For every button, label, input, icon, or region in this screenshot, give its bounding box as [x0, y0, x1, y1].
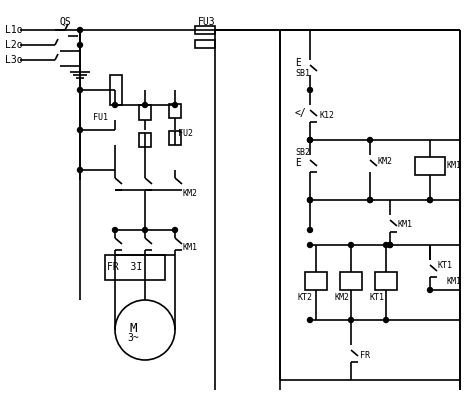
Text: KT1: KT1 — [437, 260, 452, 270]
Text: SB1: SB1 — [294, 68, 309, 78]
Text: KM2: KM2 — [334, 294, 349, 302]
Circle shape — [172, 102, 177, 108]
Circle shape — [142, 228, 147, 232]
Bar — [304, 272, 327, 290]
Circle shape — [307, 138, 312, 142]
Text: 3~: 3~ — [127, 333, 139, 343]
Text: M: M — [129, 322, 137, 334]
Circle shape — [112, 102, 117, 108]
Circle shape — [426, 288, 432, 292]
Circle shape — [307, 198, 312, 202]
Bar — [195, 26, 215, 34]
Text: L2o: L2o — [5, 40, 22, 50]
Circle shape — [426, 198, 432, 202]
Bar — [339, 272, 361, 290]
Circle shape — [387, 242, 392, 248]
Text: FU2: FU2 — [178, 130, 193, 138]
Text: SB2: SB2 — [294, 148, 309, 158]
Bar — [169, 104, 180, 118]
Text: FU3: FU3 — [198, 17, 215, 27]
Bar — [139, 133, 151, 147]
Circle shape — [112, 228, 117, 232]
Text: QS: QS — [60, 17, 71, 27]
Text: </: </ — [294, 108, 306, 118]
Text: KT1: KT1 — [369, 294, 384, 302]
Bar — [110, 75, 122, 105]
Text: KT2: KT2 — [298, 294, 312, 302]
Circle shape — [172, 228, 177, 232]
Text: KM2: KM2 — [377, 158, 392, 166]
Text: FR  3I: FR 3I — [107, 262, 142, 272]
Text: E: E — [294, 158, 300, 168]
Text: FR: FR — [359, 352, 369, 360]
Bar — [374, 272, 396, 290]
Circle shape — [142, 102, 147, 108]
Text: KM1: KM1 — [183, 244, 198, 252]
Circle shape — [383, 318, 387, 322]
Bar — [139, 105, 151, 120]
Circle shape — [307, 242, 312, 248]
Circle shape — [307, 318, 312, 322]
Text: KM1: KM1 — [446, 162, 461, 170]
Circle shape — [383, 242, 387, 248]
Circle shape — [387, 242, 392, 248]
Circle shape — [77, 28, 82, 32]
Circle shape — [367, 198, 372, 202]
Text: K12: K12 — [319, 112, 334, 120]
Text: KM1: KM1 — [397, 220, 412, 230]
Circle shape — [367, 138, 372, 142]
Circle shape — [307, 138, 312, 142]
Circle shape — [77, 88, 82, 92]
Text: FU1: FU1 — [93, 114, 108, 122]
Circle shape — [348, 318, 353, 322]
Bar — [414, 157, 444, 175]
Circle shape — [348, 242, 353, 248]
Text: L3o: L3o — [5, 55, 22, 65]
Circle shape — [426, 198, 432, 202]
Bar — [105, 255, 165, 280]
Text: E: E — [294, 58, 300, 68]
Circle shape — [307, 228, 312, 232]
Bar — [169, 131, 180, 145]
Text: KM1: KM1 — [446, 278, 461, 286]
Circle shape — [307, 88, 312, 92]
Circle shape — [77, 42, 82, 48]
Circle shape — [307, 198, 312, 202]
Circle shape — [367, 198, 372, 202]
Circle shape — [77, 168, 82, 172]
Text: KM2: KM2 — [183, 190, 198, 198]
Circle shape — [77, 128, 82, 132]
Bar — [195, 40, 215, 48]
Text: L1o: L1o — [5, 25, 22, 35]
